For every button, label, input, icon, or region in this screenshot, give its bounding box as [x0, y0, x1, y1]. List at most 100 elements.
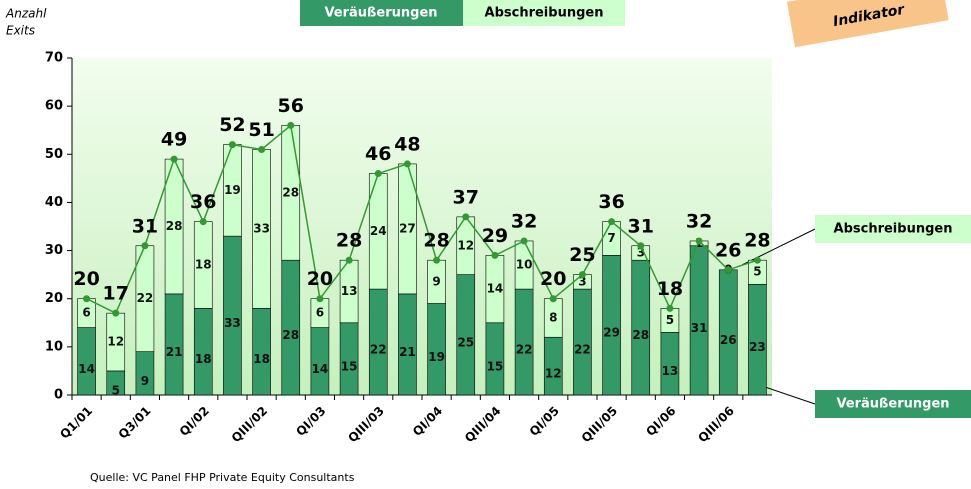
x-tick-label: QIII/03: [345, 404, 386, 445]
segment-label: 12: [107, 335, 124, 349]
segment-label: 22: [574, 343, 591, 357]
segment-label: 24: [370, 224, 387, 238]
total-label: 52: [219, 114, 245, 136]
total-label: 28: [336, 230, 362, 252]
indicator-point: [608, 218, 616, 226]
x-tick-label: QI/06: [643, 404, 678, 439]
legend-label: Abschreibungen: [485, 6, 604, 21]
total-label: 18: [657, 278, 683, 300]
segment-label: 18: [195, 258, 212, 272]
indicator-point: [258, 145, 266, 153]
total-label: 20: [540, 268, 566, 290]
segment-label: 6: [316, 306, 324, 320]
total-label: 32: [511, 210, 537, 232]
y-tick-label: 60: [45, 99, 63, 114]
x-tick-label: QIII/06: [695, 404, 736, 445]
y-tick-label: 70: [45, 51, 63, 66]
segment-label: 18: [195, 352, 212, 366]
indicator-point: [83, 295, 91, 303]
indicator-point: [374, 170, 382, 178]
x-tick-label: QIII/04: [462, 404, 503, 445]
indicator-point: [403, 160, 411, 168]
total-label: 26: [715, 239, 741, 261]
total-label: 46: [365, 143, 391, 165]
segment-label: 25: [457, 335, 474, 349]
total-label: 28: [423, 230, 449, 252]
callout-label: Abschreibungen: [834, 222, 953, 237]
x-tick-label: Q3/01: [116, 404, 154, 442]
total-label: 29: [482, 225, 508, 247]
segment-label: 26: [720, 333, 737, 347]
segment-label: 21: [166, 345, 183, 359]
callout-label: Veräußerungen: [836, 397, 949, 412]
y-axis-label: Exits: [6, 24, 35, 38]
indicator-point: [170, 155, 178, 163]
segment-label: 33: [253, 221, 270, 235]
segment-label: 5: [666, 313, 674, 327]
x-tick-label: QIII/02: [229, 404, 270, 445]
indicator-point: [491, 251, 499, 259]
y-tick-label: 0: [54, 388, 63, 403]
indicator-point: [462, 213, 470, 221]
indicator-point: [724, 266, 732, 274]
segment-label: 22: [516, 343, 533, 357]
x-tick-label: QI/03: [293, 404, 328, 439]
x-tick-label: QI/04: [410, 404, 445, 439]
indicator-point: [549, 295, 557, 303]
indicator-point: [578, 271, 586, 279]
segment-label: 27: [399, 221, 416, 235]
segment-label: 12: [457, 238, 474, 252]
segment-label: 19: [224, 183, 241, 197]
segment-label: 5: [112, 383, 120, 397]
y-tick-label: 30: [45, 243, 63, 258]
y-axis-label: Anzahl: [5, 7, 47, 21]
x-tick-label: QI/02: [177, 404, 212, 439]
segment-label: 28: [282, 328, 299, 342]
total-label: 56: [278, 95, 304, 117]
segment-label: 23: [749, 340, 766, 354]
x-tick-label: Q1/01: [57, 404, 95, 442]
segment-label: 8: [549, 310, 557, 324]
indicator-point: [433, 256, 441, 264]
total-label: 20: [307, 268, 333, 290]
x-tick-label: QIII/05: [579, 404, 620, 445]
indicator-point: [112, 309, 120, 317]
segment-label: 22: [370, 343, 387, 357]
segment-label: 10: [516, 258, 533, 272]
total-label: 51: [248, 119, 274, 141]
segment-label: 28: [632, 328, 649, 342]
y-tick-label: 20: [45, 291, 63, 306]
callout-box: [815, 215, 971, 243]
indicator-line: [86, 123, 758, 315]
indicator-point: [287, 121, 295, 129]
annotation-sticker: Indikator: [787, 0, 949, 48]
x-tick-label: QI/05: [527, 404, 562, 439]
segment-label: 7: [607, 231, 615, 245]
indicator-point: [345, 256, 353, 264]
segment-label: 3: [578, 274, 586, 288]
segment-label: 3: [637, 245, 645, 259]
segment-label: 22: [137, 291, 154, 305]
segment-label: 14: [487, 282, 504, 296]
indicator-point: [316, 295, 324, 303]
segment-label: 15: [487, 359, 504, 373]
sticker-box: [787, 0, 949, 48]
total-label: 28: [744, 230, 770, 252]
segment-label: 6: [82, 306, 90, 320]
source: Quelle: VC Panel FHP Private Equity Cons…: [90, 471, 355, 484]
y-tick-label: 50: [45, 147, 63, 162]
total-label: 48: [394, 133, 420, 155]
indicator-point: [695, 237, 703, 245]
segment-label: 21: [399, 345, 416, 359]
total-label: 36: [598, 191, 624, 213]
total-label: 37: [453, 186, 479, 208]
segment-label: 28: [166, 219, 183, 233]
segment-label: 13: [662, 364, 679, 378]
y-tick-label: 10: [45, 339, 63, 354]
segment-label: 14: [78, 362, 95, 376]
legend-box: [300, 0, 463, 26]
total-label: 31: [628, 215, 654, 237]
legend-box: [463, 0, 625, 26]
segment-label: 19: [428, 350, 445, 364]
legend-label: Veräußerungen: [324, 6, 437, 21]
